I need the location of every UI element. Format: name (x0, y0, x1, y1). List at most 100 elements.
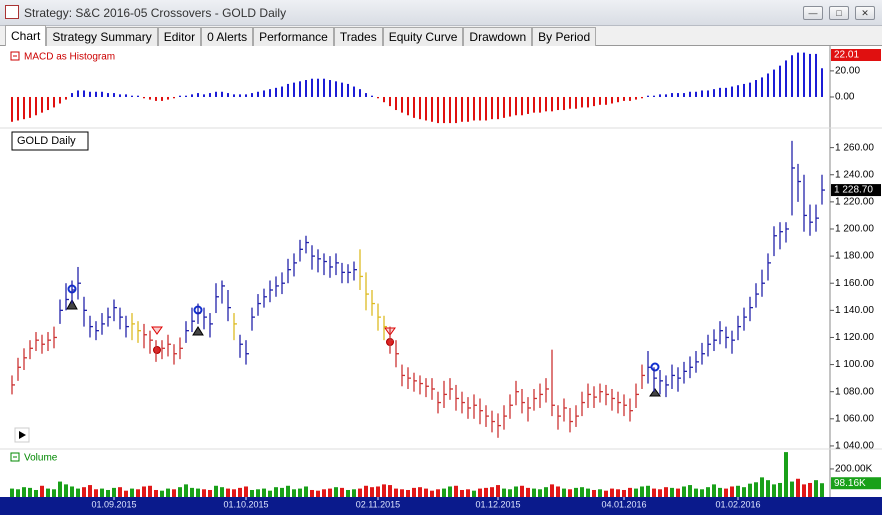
histogram-bar (815, 53, 817, 97)
histogram-bar (125, 94, 127, 97)
histogram-bar (29, 96, 31, 118)
volume-bar (76, 488, 80, 497)
histogram-bar (659, 94, 661, 97)
volume-bar (772, 484, 776, 497)
volume-bar (820, 483, 824, 497)
buy-arrow (649, 388, 661, 397)
volume-bar (70, 486, 74, 497)
histogram-bar (623, 96, 625, 101)
histogram-bar (11, 96, 13, 122)
title-bar: Strategy: S&C 2016-05 Crossovers - GOLD … (0, 0, 882, 26)
volume-bar (154, 489, 158, 497)
tab[interactable]: Trades (333, 27, 383, 47)
volume-bar (664, 487, 668, 497)
volume-bar (22, 487, 26, 497)
histogram-bar (821, 68, 823, 97)
volume-bar (376, 486, 380, 497)
histogram-bar (149, 96, 151, 100)
volume-bar (172, 489, 176, 497)
tab[interactable]: Drawdown (463, 27, 533, 47)
y-tick-label: 1 100.00 (835, 359, 874, 370)
volume-bar (58, 481, 62, 497)
volume-bar (160, 490, 164, 497)
histogram-bar (83, 90, 85, 97)
histogram-bar (329, 80, 331, 97)
y-tick-label: 1 080.00 (835, 386, 874, 397)
volume-bar (418, 487, 422, 497)
minimize-button[interactable]: — (803, 6, 823, 20)
volume-bar (304, 486, 308, 497)
volume-bar (370, 487, 374, 497)
volume-bar (616, 489, 620, 497)
histogram-bar (323, 78, 325, 97)
histogram-bar (401, 96, 403, 113)
volume-bar (604, 490, 608, 497)
close-button[interactable]: ✕ (855, 6, 875, 20)
histogram-bar (113, 93, 115, 97)
tab[interactable]: Performance (253, 27, 334, 47)
volume-bar (358, 488, 362, 497)
histogram-bar (581, 96, 583, 108)
volume-bar (496, 485, 500, 497)
chart-background (0, 46, 882, 497)
histogram-bar (467, 96, 469, 122)
histogram-bar (311, 78, 313, 97)
x-tick-label: 02.11.2015 (356, 499, 400, 509)
volume-bar (214, 485, 218, 497)
volume-bar (412, 487, 416, 497)
tab[interactable]: Strategy Summary (46, 27, 158, 47)
maximize-button[interactable]: □ (829, 6, 849, 20)
histogram-bar (377, 96, 379, 99)
volume-bar (760, 477, 764, 497)
volume-bar (274, 487, 278, 497)
histogram-bar (767, 73, 769, 97)
volume-bar (64, 484, 68, 497)
histogram-bar (365, 93, 367, 97)
volume-bar (478, 488, 482, 497)
volume-bar (748, 483, 752, 497)
tab[interactable]: 0 Alerts (201, 27, 254, 47)
histogram-bar (719, 87, 721, 97)
volume-bar (232, 489, 236, 497)
histogram-bar (71, 93, 73, 97)
tab[interactable]: Editor (157, 27, 202, 47)
y-tick-label: 20.00 (835, 66, 860, 77)
histogram-bar (761, 77, 763, 97)
histogram-bar (395, 96, 397, 111)
histogram-bar (269, 89, 271, 97)
volume-bar (724, 488, 728, 497)
histogram-bar (299, 81, 301, 97)
volume-bar (100, 488, 104, 497)
histogram-bar (335, 81, 337, 97)
volume-bar (46, 488, 50, 497)
histogram-bar (635, 96, 637, 100)
histogram-bar (491, 96, 493, 120)
volume-bar (40, 485, 44, 497)
histogram-bar (647, 95, 649, 97)
volume-bar (598, 489, 602, 497)
tab[interactable]: Equity Curve (382, 27, 464, 47)
histogram-bar (569, 96, 571, 109)
volume-bar (136, 489, 140, 497)
histogram-bar (455, 96, 457, 124)
histogram-bar (737, 85, 739, 97)
volume-bar (526, 487, 530, 497)
histogram-bar (743, 83, 745, 97)
buy-arrow (66, 298, 78, 310)
histogram-bar (95, 91, 97, 97)
date-strip (0, 497, 882, 515)
histogram-bar (251, 93, 253, 97)
x-tick-label: 01.02.2016 (715, 499, 760, 509)
volume-bar (802, 484, 806, 497)
histogram-bar (239, 94, 241, 97)
volume-bar (382, 484, 386, 497)
tab[interactable]: Chart (5, 25, 47, 48)
y-tick-label: 1 120.00 (835, 332, 874, 343)
volume-bar (250, 489, 254, 497)
histogram-bar (203, 94, 205, 97)
tab[interactable]: By Period (532, 27, 597, 47)
volume-bar (388, 485, 392, 497)
histogram-bar (161, 96, 163, 101)
volume-bar (814, 480, 818, 497)
histogram-bar (215, 91, 217, 97)
